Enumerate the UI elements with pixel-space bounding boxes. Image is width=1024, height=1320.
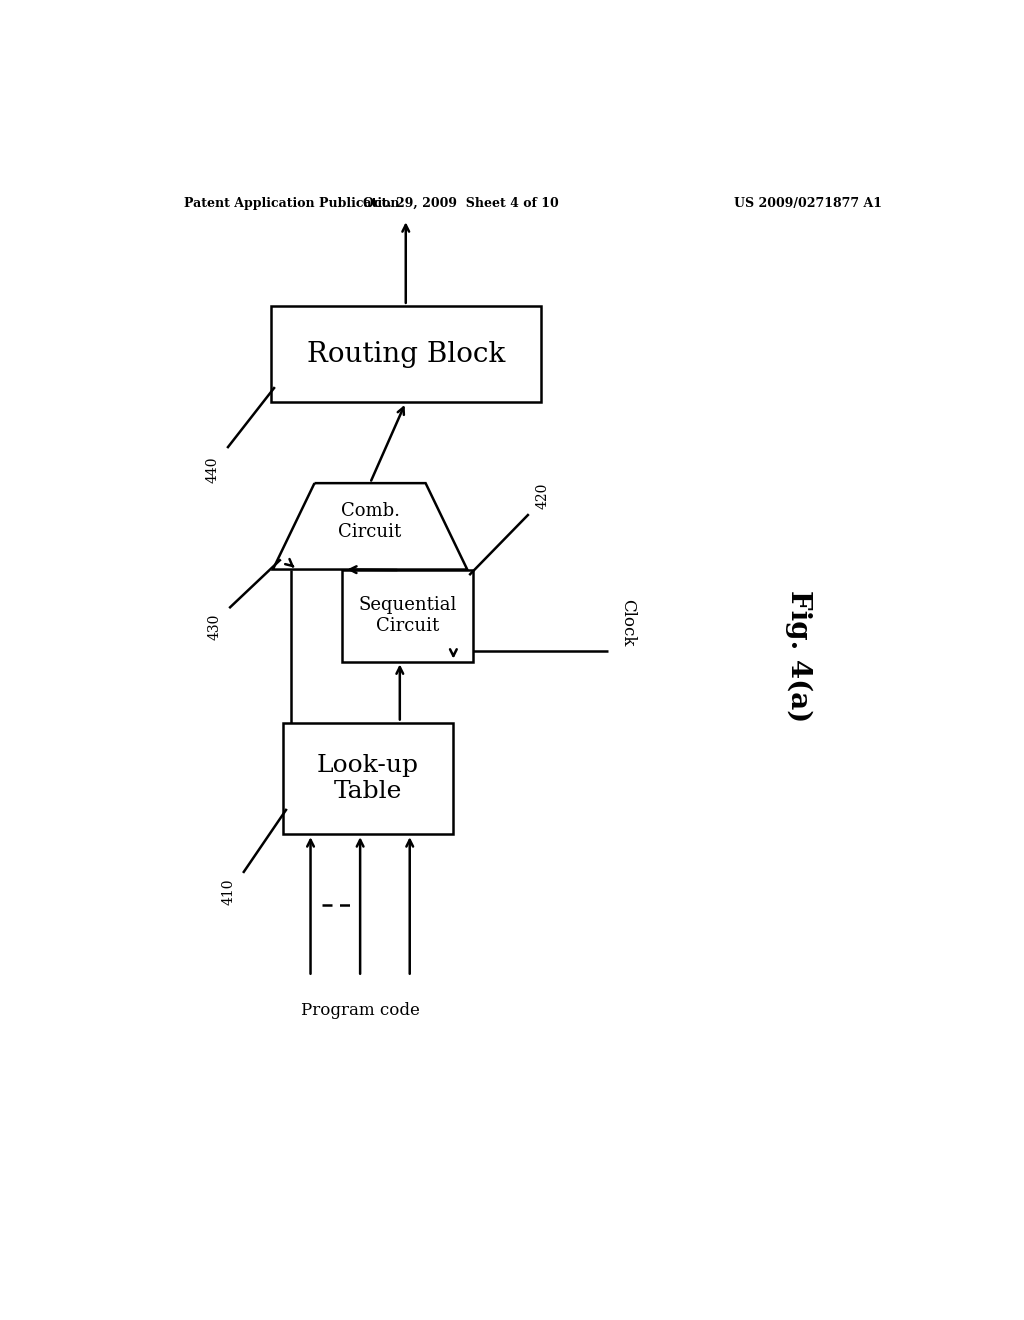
Text: Program code: Program code: [301, 1002, 420, 1019]
Text: Comb.
Circuit: Comb. Circuit: [338, 502, 401, 541]
Text: 420: 420: [536, 483, 550, 510]
Text: Clock: Clock: [620, 599, 637, 647]
Text: Look-up
Table: Look-up Table: [317, 754, 419, 803]
Text: Oct. 29, 2009  Sheet 4 of 10: Oct. 29, 2009 Sheet 4 of 10: [364, 197, 559, 210]
Text: Patent Application Publication: Patent Application Publication: [183, 197, 399, 210]
Text: Routing Block: Routing Block: [306, 341, 505, 367]
Text: 440: 440: [206, 457, 220, 483]
Text: Fig. 4(a): Fig. 4(a): [785, 590, 812, 722]
Text: Sequential
Circuit: Sequential Circuit: [358, 597, 457, 635]
Text: 410: 410: [222, 878, 236, 904]
Text: 430: 430: [208, 614, 222, 640]
Bar: [283, 722, 454, 834]
Bar: [342, 570, 473, 661]
Text: US 2009/0271877 A1: US 2009/0271877 A1: [734, 197, 882, 210]
Bar: [270, 306, 541, 403]
